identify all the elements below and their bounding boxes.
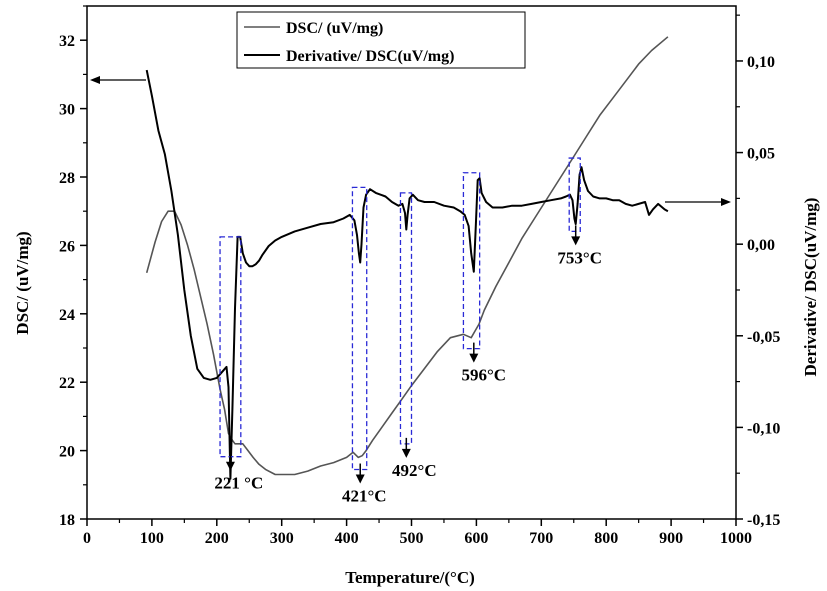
- x-tick-label-0: 0: [83, 530, 91, 547]
- annotation-label-1: 421°C: [342, 487, 387, 506]
- series-line-dsc: [145, 36, 669, 476]
- y-left-tick-label-20: 20: [59, 444, 75, 461]
- annotation-arrow-head-3: [469, 353, 479, 363]
- legend: DSC/ (uV/mg) Derivative/ DSC(uV/mg): [236, 11, 526, 69]
- y-left-tick-label-32: 32: [59, 33, 75, 50]
- axis-arrows: [90, 76, 731, 206]
- x-tick-label-600: 600: [464, 530, 488, 547]
- y-left-tick-label-22: 22: [59, 375, 75, 392]
- annotation-box-2: [399, 192, 413, 445]
- x-tick-label-100: 100: [140, 530, 164, 547]
- y-right-tick-label-1: -0,10: [747, 420, 780, 437]
- annotation-label-0: 221 °C: [214, 474, 263, 493]
- y-left-tick-label-28: 28: [59, 170, 75, 187]
- legend-label-derivative: Derivative/ DSC(uV/mg): [286, 48, 454, 65]
- annotation-box-1: [351, 186, 368, 471]
- x-tick-label-1000: 1000: [720, 530, 752, 547]
- y-right-tick-label-3: 0,00: [747, 237, 775, 254]
- annotation-box-3: [462, 172, 481, 350]
- x-tick-label-400: 400: [335, 530, 359, 547]
- left-axis-arrow-head: [90, 76, 100, 84]
- x-tick-label-200: 200: [205, 530, 229, 547]
- y-left-tick-label-30: 30: [59, 102, 75, 119]
- y-left-tick-label-18: 18: [59, 512, 75, 529]
- annotation-label-3: 596°C: [462, 366, 507, 385]
- x-tick-label-500: 500: [400, 530, 424, 547]
- y-right-tick-label-2: -0,05: [747, 329, 780, 346]
- right-axis-arrow-head: [721, 198, 731, 206]
- x-tick-label-700: 700: [529, 530, 553, 547]
- annotation-arrows: [225, 225, 581, 484]
- annotation-label-4: 753°C: [557, 248, 602, 267]
- axis-ticks: [80, 5, 743, 526]
- annotation-box-4: [568, 157, 581, 233]
- y-right-tick-label-0: -0,15: [747, 512, 780, 529]
- y-axis-title-right: Derivative/ DSC(uV/mg): [801, 198, 820, 377]
- legend-label-dsc: DSC/ (uV/mg): [286, 20, 383, 37]
- y-axis-title-left: DSC/ (uV/mg): [13, 231, 32, 334]
- axis-tick-labels: 0 100 200 300 400 500 600 700 800 900 1000 18 20 22 24…: [59, 33, 780, 547]
- annotation-arrow-head-1: [355, 474, 365, 484]
- x-tick-label-300: 300: [270, 530, 294, 547]
- y-left-tick-label-24: 24: [59, 307, 75, 324]
- annotation-labels: 221 °C 421°C 492°C 596°C 753°C: [214, 248, 602, 505]
- legend-box: [236, 11, 526, 69]
- y-right-tick-label-5: 0,10: [747, 54, 775, 71]
- annotation-arrow-head-2: [401, 448, 411, 458]
- y-left-tick-label-26: 26: [59, 238, 75, 255]
- annotation-arrow-head-0: [225, 461, 235, 471]
- y-right-tick-label-4: 0,05: [747, 146, 775, 163]
- annotation-arrow-head-4: [571, 236, 581, 246]
- x-tick-label-900: 900: [659, 530, 683, 547]
- annotation-box-0: [219, 236, 242, 458]
- annotation-label-2: 492°C: [392, 461, 437, 480]
- x-axis-title: Temperature/(°C): [345, 568, 475, 587]
- x-tick-label-800: 800: [594, 530, 618, 547]
